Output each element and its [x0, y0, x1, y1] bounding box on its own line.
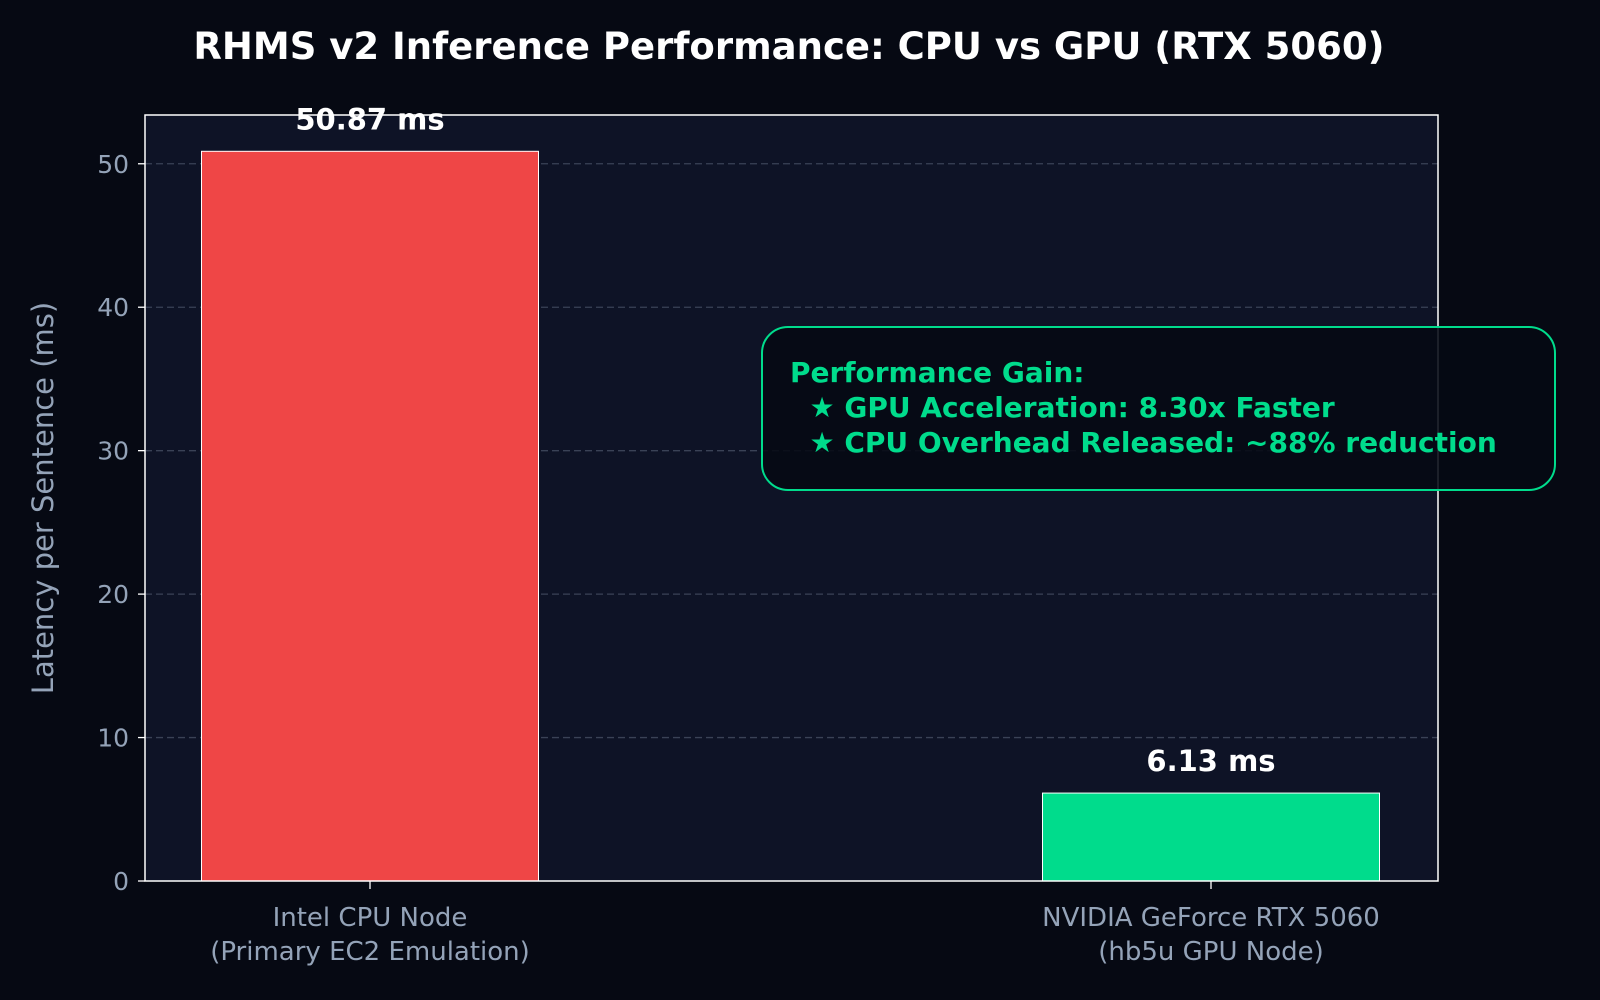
annotation-line-0: Performance Gain:: [790, 356, 1085, 389]
bar-cpu: [201, 150, 539, 882]
x-tick-label-0-line-1: (Primary EC2 Emulation): [210, 937, 530, 967]
plot-frame: [144, 114, 1439, 882]
data-label-gpu: 6.13 ms: [1146, 744, 1275, 778]
y-tick-label-10: 10: [97, 724, 129, 753]
annotation-line-2: ★ CPU Overhead Released: ~88% reduction: [790, 426, 1497, 459]
y-tick-label-0: 0: [113, 867, 129, 896]
y-tick-label-50: 50: [97, 150, 129, 179]
x-tick-label-0-line-0: Intel CPU Node: [273, 903, 468, 933]
plot-area: 0 10 20 30 40 50 50.87 ms Intel CPU Node (Primar…: [97, 102, 1439, 967]
y-tick-label-30: 30: [97, 437, 129, 466]
annotation-box: [761, 326, 1556, 491]
performance-annotation: Performance Gain: ★ GPU Acceleration: 8.…: [761, 326, 1556, 491]
annotation-line-1: ★ GPU Acceleration: 8.30x Faster: [790, 391, 1335, 424]
bar-gpu: [1042, 792, 1380, 882]
y-tick-label-20: 20: [97, 580, 129, 609]
x-tick-label-1-line-0: NVIDIA GeForce RTX 5060: [1042, 903, 1380, 933]
y-axis-label: Latency per Sentence (ms): [26, 302, 60, 694]
chart-title: RHMS v2 Inference Performance: CPU vs GP…: [193, 25, 1384, 68]
y-tick-label-40: 40: [97, 293, 129, 322]
x-tick-label-1-line-1: (hb5u GPU Node): [1098, 937, 1324, 967]
data-label-cpu: 50.87 ms: [295, 102, 444, 136]
